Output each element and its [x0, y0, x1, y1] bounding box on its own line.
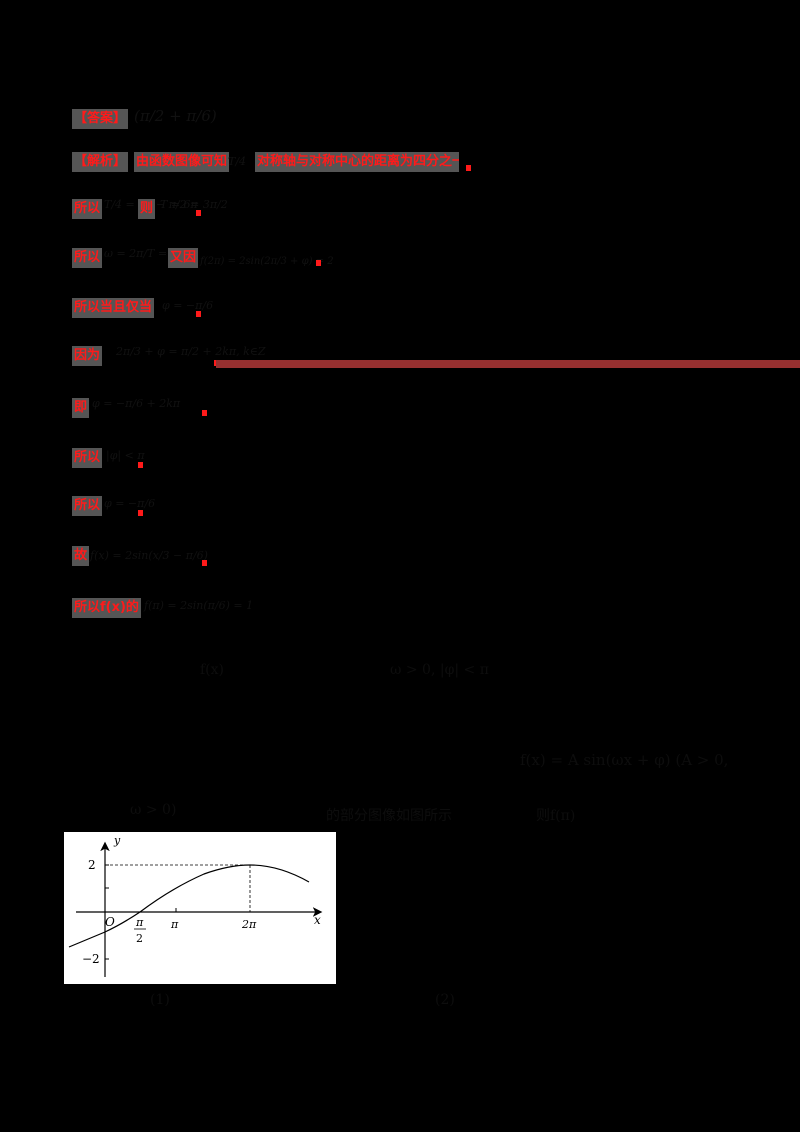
- analysis-intro: 由函数图像可知: [134, 152, 230, 172]
- line-7-label: 所以: [72, 496, 103, 516]
- line-4-label: 因为: [72, 346, 103, 366]
- function-curve: [68, 864, 310, 948]
- answer-label: 【答案】: [72, 109, 129, 129]
- x-label: x: [314, 913, 321, 927]
- line-1-mid: 则: [138, 199, 156, 219]
- problem-line2: f(x) = A sin(ωx + φ) (A > 0,: [520, 751, 729, 769]
- x-tick-2pi: 2π: [241, 918, 257, 931]
- x-tick-pi: π: [170, 918, 179, 931]
- line-2-label: 所以: [72, 248, 103, 268]
- line-3-math: φ = −π/6: [162, 299, 214, 312]
- function-graph: y 2 −2 O π 2 π 2π x: [64, 832, 336, 984]
- line-1-math: T/4 = 2π − π/2 = 3π/2: [104, 198, 228, 211]
- line-6-dot: [138, 462, 143, 468]
- answer-value: (π/2 + π/6): [134, 107, 217, 125]
- line-2-math2: f(2π) = 2sin(2π/3 + φ) = 2: [200, 256, 334, 267]
- analysis-rest: 对称轴与对称中心的距离为四分之一周期: [255, 152, 459, 172]
- highlight-rule: [216, 360, 800, 368]
- analysis-fraction: T/4: [228, 155, 247, 168]
- line-2-mid: 又因: [168, 248, 199, 268]
- subquestion-1: (1): [150, 992, 170, 1008]
- line-8-math: f(x) = 2sin(x/3 − π/6): [90, 549, 208, 562]
- line-4-math: 2π/3 + φ = π/2 + 2kπ, k∈Z: [116, 345, 266, 358]
- line-5-dot: [202, 410, 207, 416]
- line-5-label: 即: [72, 398, 90, 418]
- line-1-dot: [196, 210, 201, 216]
- line-2-math: ω = 2π/T = 1/3: [104, 247, 189, 260]
- line-3-dot: [196, 311, 201, 317]
- line-1-label: 所以: [72, 199, 103, 219]
- line-7-math: φ = −π/6: [104, 497, 156, 510]
- line-8-dot: [202, 560, 207, 566]
- line-1-math2: T = 6π: [160, 198, 198, 211]
- problem-line3-c: 则f(π): [536, 808, 576, 824]
- origin-label: O: [105, 915, 115, 929]
- problem-line1-a: f(x): [200, 662, 225, 678]
- line-6-math: |φ| < π: [106, 449, 145, 462]
- line-2-dot: [316, 260, 321, 266]
- line-6-label: 所以: [72, 448, 103, 468]
- line-7-dot: [138, 510, 143, 516]
- line-3-label: 所以当且仅当: [72, 298, 155, 318]
- y-label: y: [113, 834, 121, 847]
- problem-line3-a: ω > 0): [130, 802, 177, 818]
- line-9-math: f(π) = 2sin(π/6) = 1: [144, 599, 254, 612]
- graph-svg: y 2 −2 O π 2 π 2π x: [68, 834, 323, 977]
- x-tick-pi2-num: π: [135, 916, 144, 929]
- line-8-label: 故: [72, 546, 90, 566]
- y-tick-neg2: −2: [82, 952, 100, 966]
- problem-line1-b: ω > 0, |φ| < π: [390, 662, 489, 678]
- problem-line3-b: 的部分图像如图所示: [326, 808, 452, 824]
- analysis-end-dot: [466, 165, 471, 171]
- subquestion-2: (2): [435, 992, 455, 1008]
- line-9-label: 所以f(x)的: [72, 598, 141, 618]
- y-tick-2: 2: [88, 858, 96, 872]
- line-5-math: φ = −π/6 + 2kπ: [92, 397, 181, 410]
- x-tick-pi2-den: 2: [136, 932, 143, 945]
- analysis-label: 【解析】: [72, 152, 129, 172]
